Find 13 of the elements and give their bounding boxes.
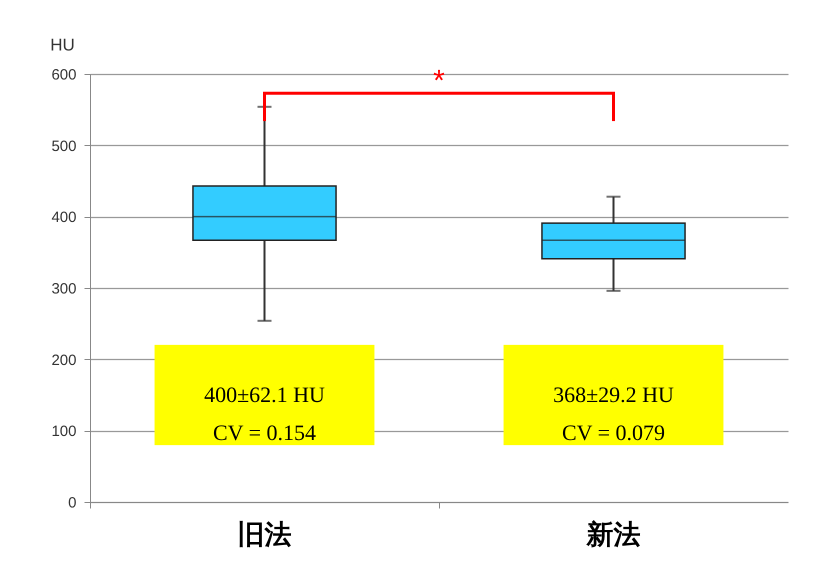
x-tick-label: 旧法 bbox=[238, 520, 292, 550]
y-tick-label: 0 bbox=[68, 494, 76, 512]
y-tick-label: 200 bbox=[51, 352, 76, 369]
annotation: 368±29.2 HU CV = 0.079 bbox=[553, 382, 674, 445]
x-tick-label: 新法 bbox=[586, 520, 640, 550]
y-axis-title: HU bbox=[50, 36, 75, 54]
y-tick-label: 100 bbox=[51, 423, 76, 440]
annotation: * bbox=[433, 64, 446, 98]
y-tick-label: 500 bbox=[51, 138, 76, 155]
y-tick-label: 600 bbox=[51, 66, 76, 84]
y-tick-label: 400 bbox=[51, 209, 76, 226]
y-tick-label: 300 bbox=[51, 280, 76, 298]
annotation: 400±62.1 HU CV = 0.154 bbox=[204, 382, 326, 445]
